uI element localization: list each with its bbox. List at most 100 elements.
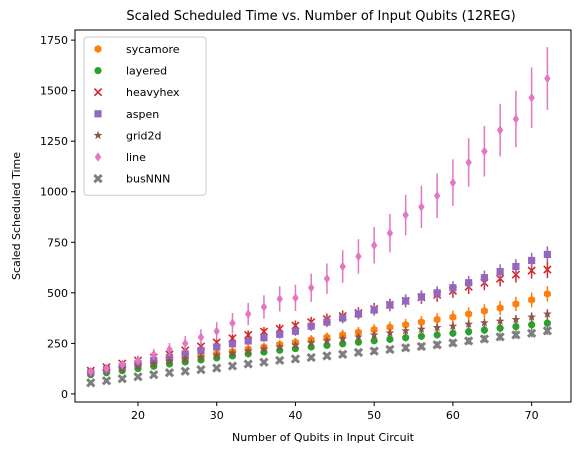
chart-title: Scaled Scheduled Time vs. Number of Inpu… xyxy=(126,9,515,24)
data-point xyxy=(149,358,159,368)
legend-label: line xyxy=(126,151,146,164)
data-point xyxy=(134,355,142,366)
data-point xyxy=(213,326,220,337)
data-point xyxy=(432,323,442,332)
data-point xyxy=(355,251,362,262)
legend-marker xyxy=(94,152,102,162)
data-point xyxy=(306,338,316,347)
data-point xyxy=(276,330,284,338)
data-point xyxy=(526,328,537,338)
data-point xyxy=(449,313,457,322)
data-point xyxy=(323,273,331,284)
data-point xyxy=(480,274,488,282)
data-point xyxy=(353,347,364,358)
data-point xyxy=(119,359,126,370)
data-point xyxy=(103,363,110,374)
y-tick-label: 1750 xyxy=(40,34,68,47)
data-point xyxy=(417,324,426,333)
data-point xyxy=(196,364,206,375)
series-line xyxy=(87,47,551,377)
data-point xyxy=(275,355,285,366)
series-busNNN xyxy=(86,326,553,388)
data-point xyxy=(290,354,301,364)
data-point xyxy=(543,309,552,318)
legend-item-busNNN: busNNN xyxy=(93,173,170,186)
data-point xyxy=(480,318,489,327)
data-point xyxy=(166,344,173,355)
data-point xyxy=(543,319,551,327)
data-point xyxy=(432,340,442,350)
data-point xyxy=(322,336,332,345)
data-point xyxy=(369,330,379,339)
data-point xyxy=(496,324,504,332)
legend-label: grid2d xyxy=(126,129,162,142)
data-point xyxy=(511,270,521,279)
data-point xyxy=(464,319,474,328)
data-point xyxy=(481,146,488,157)
x-tick-label: 70 xyxy=(525,409,539,422)
data-point xyxy=(291,340,300,349)
data-point xyxy=(402,320,410,329)
data-point xyxy=(543,289,551,298)
data-point xyxy=(512,262,520,271)
data-point xyxy=(544,73,551,84)
data-point xyxy=(86,378,96,388)
data-point xyxy=(149,370,159,380)
data-point xyxy=(370,325,378,334)
data-point xyxy=(511,314,521,324)
data-point xyxy=(512,322,520,331)
y-axis-label: Scaled Scheduled Time xyxy=(10,152,23,280)
data-point xyxy=(354,338,363,346)
data-point xyxy=(449,177,457,188)
data-point xyxy=(496,303,504,312)
data-point xyxy=(401,343,411,353)
data-point xyxy=(181,350,189,358)
data-point xyxy=(417,293,426,301)
data-point xyxy=(433,315,441,324)
data-point xyxy=(213,343,221,351)
data-point xyxy=(463,336,474,346)
legend-item-heavyhex: heavyhex xyxy=(93,86,180,99)
data-point xyxy=(528,256,536,265)
data-point xyxy=(402,334,410,342)
data-point xyxy=(480,307,488,316)
data-point xyxy=(528,295,536,304)
data-point xyxy=(323,318,331,326)
data-point xyxy=(101,376,112,386)
data-point xyxy=(527,312,537,321)
data-point xyxy=(528,92,535,103)
data-point xyxy=(182,338,189,349)
data-point xyxy=(386,228,394,238)
data-point xyxy=(259,344,269,353)
legend-label: aspen xyxy=(126,108,159,121)
data-point xyxy=(339,314,347,322)
y-tick-label: 1250 xyxy=(40,135,68,148)
legend-item-layered: layered xyxy=(94,65,167,78)
legend-label: sycamore xyxy=(126,43,180,56)
data-point xyxy=(338,349,348,359)
data-point xyxy=(276,294,283,304)
plot-frame xyxy=(74,29,572,403)
data-point xyxy=(543,265,552,274)
data-point xyxy=(338,334,348,343)
legend-label: busNNN xyxy=(126,173,170,186)
legend-label: layered xyxy=(126,65,167,78)
data-point xyxy=(228,348,237,357)
legend-marker xyxy=(93,130,103,140)
data-point xyxy=(417,332,426,340)
data-point xyxy=(496,267,504,276)
data-point xyxy=(260,302,268,312)
data-point xyxy=(87,366,94,377)
data-point xyxy=(527,266,536,275)
data-point xyxy=(465,279,473,287)
data-point xyxy=(243,346,253,355)
data-point xyxy=(212,350,222,359)
x-axis: 20 30 40 50 60 70 xyxy=(131,402,539,422)
data-point xyxy=(259,357,269,367)
data-point xyxy=(401,326,411,335)
data-point xyxy=(244,337,252,345)
data-point xyxy=(150,349,157,360)
legend-marker xyxy=(94,45,102,53)
data-point xyxy=(386,323,394,332)
